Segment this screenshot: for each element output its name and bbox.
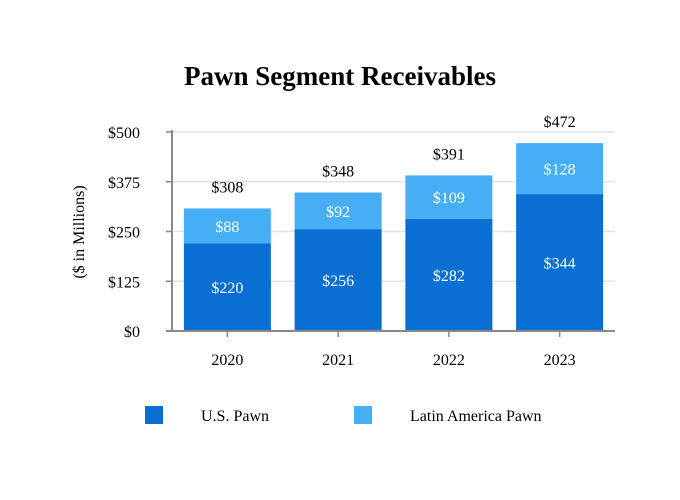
legend-swatch — [354, 406, 372, 424]
bar-segment-us-pawn — [516, 194, 604, 331]
legend: U.S. Pawn Latin America Pawn — [145, 406, 542, 425]
bar-segment-latin-america-pawn — [516, 143, 604, 195]
bar-value-label: $220 — [211, 280, 243, 297]
y-tick-label: $500 — [108, 125, 140, 142]
bar-value-label: $344 — [544, 256, 576, 273]
bar-total-label: $348 — [322, 163, 354, 180]
legend-label: Latin America Pawn — [410, 408, 542, 425]
bar-segment-us-pawn — [405, 218, 493, 331]
y-tick-label: $125 — [108, 274, 140, 291]
bar-segment-latin-america-pawn — [183, 208, 271, 244]
axes: $0 $125 $250 $375 $500 2020 2021 2022 2023 — [108, 125, 615, 369]
x-tick-label: 2023 — [544, 352, 576, 369]
chart-title: Pawn Segment Receivables — [184, 61, 496, 91]
y-tick-label: $250 — [108, 225, 140, 242]
legend-swatch — [145, 406, 163, 424]
bar-total-label: $472 — [544, 114, 576, 131]
bar-segment-us-pawn — [294, 229, 382, 331]
bar-value-label: $92 — [326, 204, 350, 221]
y-tick-label: $0 — [124, 324, 140, 341]
x-tick-label: 2020 — [211, 352, 243, 369]
bar-value-label: $88 — [215, 219, 239, 236]
y-tick-label: $375 — [108, 175, 140, 192]
bar-total-label: $391 — [433, 146, 465, 163]
y-axis-label: ($ in Millions) — [71, 185, 88, 278]
x-tick-label: 2021 — [322, 352, 354, 369]
bar-segment-latin-america-pawn — [405, 175, 493, 219]
bar-value-label: $282 — [433, 268, 465, 285]
bar-segment-us-pawn — [183, 243, 271, 331]
bar-value-label: $128 — [544, 162, 576, 179]
bars: $220 $88 $308 $256 $92 $348 $282 $109 $391 $344 $1… — [183, 114, 604, 331]
legend-label: U.S. Pawn — [201, 408, 269, 425]
bar-segment-latin-america-pawn — [294, 192, 382, 230]
bar-value-label: $256 — [322, 273, 354, 290]
bar-total-label: $308 — [211, 179, 243, 196]
x-tick-label: 2022 — [433, 352, 465, 369]
bar-value-label: $109 — [433, 190, 465, 207]
